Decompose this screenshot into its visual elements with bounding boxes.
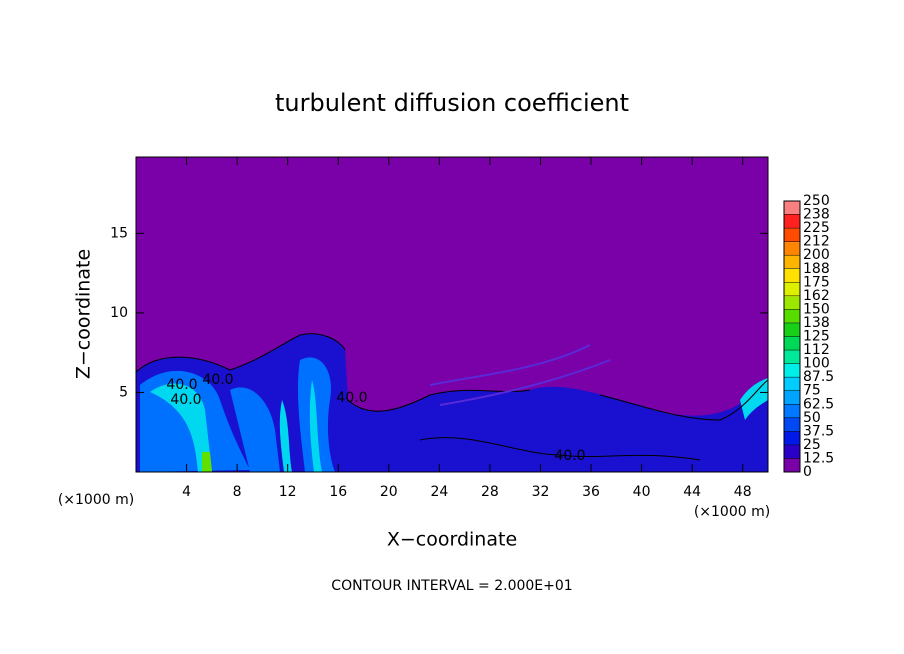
colorbar-label: 62.5	[803, 396, 834, 412]
y-tick-label: 5	[119, 384, 128, 400]
x-tick-label: 36	[582, 484, 600, 500]
streak	[429, 344, 611, 406]
colorbar-label: 0	[803, 464, 812, 480]
colorbar-segment	[784, 309, 800, 323]
x-tick-label: 8	[233, 484, 242, 500]
colorbar-segment	[784, 350, 800, 364]
x-axis-label: X−coordinate	[387, 529, 517, 551]
colorbar-label: 250	[803, 193, 830, 209]
x-tick-label: 12	[279, 484, 297, 500]
colorbar-label: 200	[803, 247, 830, 263]
colorbar-segment	[784, 214, 800, 229]
colorbar-segment	[784, 282, 800, 297]
colorbar-label: 75	[803, 383, 821, 399]
colorbar-segment	[784, 322, 800, 337]
colorbar-segment	[784, 390, 800, 405]
field	[135, 157, 769, 472]
x-tick-label: 44	[683, 484, 701, 500]
colorbar-segment	[784, 255, 800, 269]
contour-label: 40.0	[554, 448, 585, 464]
colorbar-label: 12.5	[803, 450, 834, 466]
colorbar-segment	[784, 458, 800, 472]
colorbar-label: 100	[803, 356, 830, 372]
colorbar-label: 138	[803, 315, 830, 331]
field-region	[202, 452, 212, 472]
y-axis-label: Z−coordinate	[73, 249, 95, 379]
x-tick-label: 28	[481, 484, 499, 500]
colorbar-label: 125	[803, 329, 830, 345]
colorbar-label: 112	[803, 342, 830, 358]
field-region	[140, 357, 335, 472]
colorbar-segment	[784, 296, 800, 310]
contour-label: 40.0	[166, 377, 197, 393]
colorbar-label: 162	[803, 288, 830, 304]
colorbar-label: 212	[803, 234, 830, 250]
colorbar-segment	[784, 377, 800, 391]
x-tick-label: 40	[633, 484, 651, 500]
contour-line	[419, 437, 701, 461]
colorbar-label: 25	[803, 437, 821, 453]
x-tick-label: 16	[329, 484, 347, 500]
contour-label: 40.0	[336, 390, 367, 406]
colorbar-label: 37.5	[803, 423, 834, 439]
y-tick-label: 15	[110, 225, 128, 241]
x-tick-label: 32	[532, 484, 550, 500]
colorbar-label: 175	[803, 274, 830, 290]
colorbar-segment	[784, 444, 800, 459]
colorbar-label: 87.5	[803, 369, 834, 385]
colorbar-label: 50	[803, 410, 821, 426]
contour-label: 40.0	[202, 372, 233, 388]
x-tick-label: 24	[430, 484, 448, 500]
colorbar-segment	[784, 336, 800, 351]
x-tick-label: 20	[380, 484, 398, 500]
x-tick-label: 4	[182, 484, 191, 500]
y-tick-label: 10	[110, 305, 128, 321]
colorbar-label: 150	[803, 301, 830, 317]
colorbar-segment	[784, 417, 800, 432]
x-unit: (×1000 m)	[694, 504, 770, 520]
colorbar-label: 188	[803, 261, 830, 277]
colorbar-segment	[784, 228, 800, 243]
x-unit: (×1000 m)	[58, 492, 134, 508]
colorbar-segment	[784, 201, 800, 215]
contour-line	[135, 333, 769, 421]
colorbar-segment	[784, 363, 800, 378]
colorbar-segment	[784, 268, 800, 283]
colorbar-segment	[784, 431, 800, 445]
colorbar-label: 238	[803, 207, 830, 223]
x-tick-label: 48	[734, 484, 752, 500]
footer-note: CONTOUR INTERVAL = 2.000E+01	[331, 578, 572, 594]
colorbar-segment	[784, 242, 800, 256]
plot-frame	[135, 156, 769, 473]
colorbar-label: 225	[803, 220, 830, 236]
chart-title: turbulent diffusion coefficient	[275, 89, 629, 117]
contour-label: 40.0	[170, 392, 201, 408]
colorbar-segment	[784, 404, 800, 418]
